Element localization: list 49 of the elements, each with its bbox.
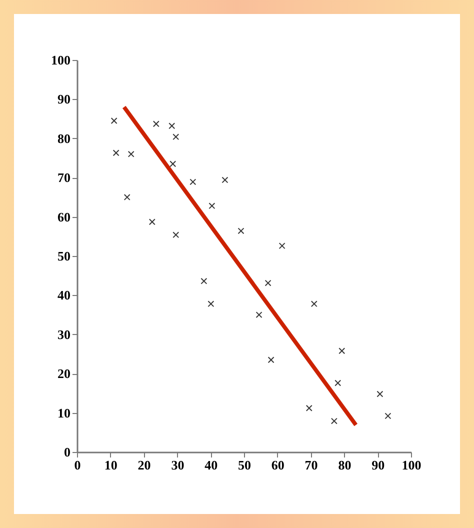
point <box>110 118 118 124</box>
x-tick-label: 0 <box>74 458 81 472</box>
point <box>152 120 160 128</box>
point <box>310 300 318 308</box>
point <box>172 134 180 140</box>
point <box>208 202 216 210</box>
point <box>190 178 196 186</box>
y-tick-label: 70 <box>58 170 70 186</box>
point <box>112 150 120 156</box>
x-tick-label: 20 <box>138 458 151 472</box>
x-tick-label: 100 <box>402 458 422 472</box>
y-tick-label: 100 <box>51 52 70 68</box>
point <box>170 160 176 168</box>
point <box>376 390 384 398</box>
x-tick-label: 50 <box>238 458 251 472</box>
x-tick-label: 70 <box>304 458 318 472</box>
x-tick-label: 90 <box>372 458 385 472</box>
point <box>268 356 274 364</box>
point <box>208 300 214 308</box>
y-tick-label: 50 <box>58 248 70 264</box>
point <box>306 404 312 412</box>
point <box>128 150 134 158</box>
x-tick-label: 10 <box>104 458 118 472</box>
point <box>256 312 262 318</box>
point <box>330 418 338 424</box>
point <box>338 348 346 354</box>
point <box>148 218 156 226</box>
point <box>168 122 176 130</box>
y-tick-label: 0 <box>64 444 70 460</box>
y-tick-label: 30 <box>58 326 70 342</box>
y-tick-label: 80 <box>58 130 70 146</box>
point <box>238 228 244 234</box>
point <box>384 412 392 420</box>
y-tick-label: 20 <box>58 366 70 382</box>
y-tick-label: 90 <box>58 92 70 107</box>
y-tick-label: 10 <box>58 405 70 420</box>
x-tick-label: 40 <box>204 458 218 472</box>
y-tick-label: 60 <box>58 209 70 224</box>
point <box>200 278 208 284</box>
y-tick-label: 40 <box>58 288 70 303</box>
point <box>278 242 286 250</box>
x-tick-label: 30 <box>171 458 184 472</box>
x-tick-label: 60 <box>271 458 284 472</box>
point <box>124 194 130 200</box>
point <box>172 232 180 238</box>
point <box>264 280 272 286</box>
point <box>222 176 228 184</box>
point <box>334 380 342 386</box>
x-tick-label: 80 <box>338 458 352 472</box>
